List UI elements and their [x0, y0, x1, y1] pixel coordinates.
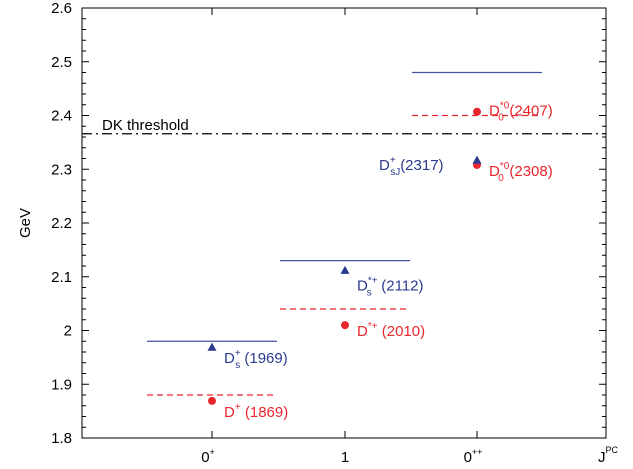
data-label: D*+ (2010) — [357, 321, 425, 340]
threshold: DK threshold — [82, 117, 606, 135]
data-label: D+ (1869) — [224, 402, 288, 421]
data-label-sup: *0 — [500, 101, 510, 112]
y-tick-label: 2.1 — [51, 269, 72, 286]
data-points — [207, 107, 482, 405]
data-label: D+ sJ(2317) — [379, 155, 444, 178]
x-tick-label-main: 0 — [201, 449, 209, 466]
data-label-sub: 0 — [498, 113, 504, 124]
data-label-main: D — [357, 323, 368, 340]
data-label: D*+ s (2112) — [357, 275, 424, 298]
data-label-sup: *+ — [368, 275, 378, 286]
data-point-circle — [473, 107, 481, 116]
data-label-rest: (2407) — [509, 103, 552, 120]
x-tick-label: 0+ — [201, 447, 215, 466]
data-point-triangle — [340, 265, 350, 274]
data-label-main: D — [224, 350, 235, 367]
x-axis-label-sup: PC — [606, 445, 619, 455]
data-label-main: D — [489, 163, 500, 180]
y-tick-label: 1.8 — [51, 430, 72, 447]
y-tick-label: 2 — [64, 323, 72, 340]
data-label-main: D — [224, 404, 235, 421]
dk-threshold-label: DK threshold — [102, 117, 189, 134]
data-label-rest: (1869) — [241, 404, 289, 421]
x-tick-label-main: 1 — [341, 449, 349, 466]
y-tick-label: 2.6 — [51, 0, 72, 17]
data-label-rest: (2112) — [377, 277, 423, 294]
data-label-sub: sJ — [390, 167, 400, 178]
data-label: D*0 0 (2308) — [489, 161, 553, 184]
levels — [147, 71, 542, 396]
data-label-sup: *0 — [500, 161, 510, 172]
x-tick-label: 1 — [341, 449, 349, 466]
x-tick-label-sup: + — [210, 447, 215, 457]
y-tick-label: 2.2 — [51, 215, 72, 232]
data-label-sub: s — [367, 287, 372, 298]
x-axis-label-main: J — [598, 449, 606, 466]
data-point-triangle — [472, 155, 482, 164]
data-label-rest: (2010) — [378, 323, 426, 340]
data-label-rest: (2317) — [400, 157, 443, 174]
x-tick-label-sup: ++ — [472, 447, 483, 457]
y-tick-label: 2.4 — [51, 108, 72, 125]
x-axis-label: JPC — [598, 445, 619, 466]
x-tick-label-main: 0 — [464, 449, 472, 466]
data-label-rest: (2308) — [509, 163, 552, 180]
data-label-rest: (1969) — [240, 350, 288, 367]
data-label-main: D — [489, 103, 500, 120]
data-label-sup: *+ — [368, 321, 378, 332]
data-label-sup: + — [390, 155, 396, 166]
data-point-circle — [341, 321, 349, 330]
data-point-circle — [208, 396, 216, 405]
data-label-sup: + — [235, 348, 241, 359]
data-label-sub: s — [235, 360, 240, 371]
point-labels: D+ (1869)D+ s (1969)D*+ (2010)D*+ s (2112)… — [224, 101, 553, 421]
y-axis-label: GeV — [17, 208, 34, 238]
data-label-sup: + — [235, 402, 241, 413]
y-tick-label: 1.9 — [51, 376, 72, 393]
data-label-main: D — [379, 157, 390, 174]
x-tick-label: 0++ — [464, 447, 483, 466]
data-label-sub: 0 — [498, 173, 504, 184]
data-point-triangle — [207, 342, 217, 351]
y-tick-label: 2.3 — [51, 161, 72, 178]
data-label: D*0 0 (2407) — [489, 101, 553, 124]
data-label: D+ s (1969) — [224, 348, 288, 371]
y-tick-label: 2.5 — [51, 54, 72, 71]
data-label-main: D — [357, 277, 368, 294]
